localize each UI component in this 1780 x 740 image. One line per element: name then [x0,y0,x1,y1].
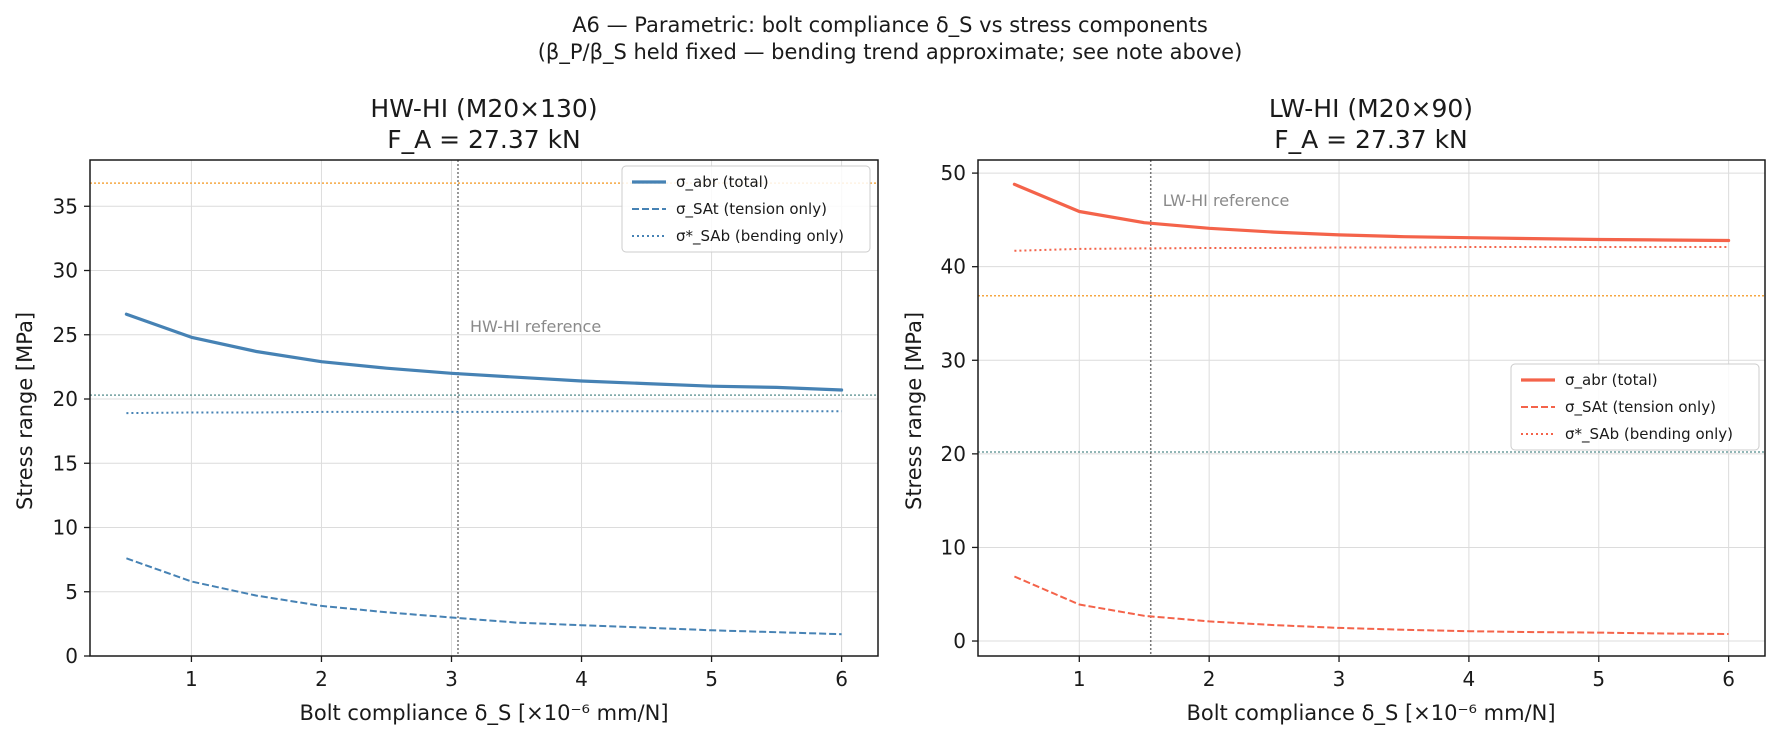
x-tick-label: 3 [445,667,458,691]
x-tick-label: 5 [1592,667,1605,691]
y-tick-label: 5 [65,580,78,604]
legend-box [621,165,871,253]
legend-label: σ_SAt (tension only) [1565,398,1716,417]
y-tick-label: 30 [53,259,78,283]
reference-label: LW-HI reference [1163,191,1290,210]
reference-label: HW-HI reference [470,317,601,336]
plot-area: HW-HI reference 1 2 3 4 5 6 0 5 10 15 20 25 30 35 σ_abr… [53,159,879,691]
legend-label: σ*_SAb (bending only) [1565,425,1733,444]
y-tick-label: 15 [53,451,78,475]
chart-title-line2: F_A = 27.37 kN [387,125,581,154]
x-tick-label: 6 [1722,667,1735,691]
figure-suptitle-line1: A6 — Parametric: bolt compliance δ_S vs … [572,13,1208,38]
x-tick-label: 6 [835,667,848,691]
y-tick-label: 0 [65,644,78,668]
series-line [126,557,842,636]
y-tick-label: 20 [53,387,78,411]
axes-frame [977,159,1766,657]
y-tick-label: 25 [53,323,78,347]
series-line [124,312,844,392]
y-tick-label: 10 [53,516,78,540]
y-tick-label: 10 [941,535,966,559]
x-tick-label: 3 [1333,667,1346,691]
series-line [1012,182,1731,243]
legend-label: σ_abr (total) [1565,371,1658,390]
x-tick-label: 2 [1203,667,1216,691]
chart-title-line1: LW-HI (M20×90) [1269,94,1473,123]
x-tick-label: 1 [1073,667,1086,691]
axes-frame [89,159,879,657]
chart-title-line1: HW-HI (M20×130) [370,94,597,123]
y-tick-label: 0 [953,629,966,653]
y-tick-label: 20 [941,442,966,466]
chart-panel-right: LW-HI (M20×90) F_A = 27.37 kN Bolt compl… [902,94,1766,726]
legend-box [1510,363,1760,451]
chart-title-line2: F_A = 27.37 kN [1274,125,1468,154]
y-axis-label: Stress range [MPa] [13,312,37,510]
x-tick-label: 1 [185,667,198,691]
x-axis-label: Bolt compliance δ_S [×10⁻⁶ mm/N] [299,701,668,726]
y-tick-label: 35 [53,194,78,218]
y-tick-label: 40 [941,255,966,279]
series-line [126,410,842,415]
x-tick-label: 2 [315,667,328,691]
series-line [1014,246,1729,252]
chart-panel-left: HW-HI (M20×130) F_A = 27.37 kN Bolt comp… [13,94,879,726]
x-tick-label: 4 [1463,667,1476,691]
x-tick-label: 4 [575,667,588,691]
legend-label: σ_SAt (tension only) [676,200,827,219]
x-tick-label: 5 [705,667,718,691]
x-axis-label: Bolt compliance δ_S [×10⁻⁶ mm/N] [1186,701,1555,726]
figure-suptitle-line2: (β_P/β_S held fixed — bending trend appr… [538,40,1243,65]
series-line [1014,575,1729,635]
y-tick-label: 30 [941,348,966,372]
legend-label: σ*_SAb (bending only) [676,227,844,246]
legend-label: σ_abr (total) [676,173,769,192]
y-tick-label: 50 [941,161,966,185]
plot-area: LW-HI reference 1 2 3 4 5 6 0 10 20 30 40 50 σ_abr (t… [941,159,1766,691]
y-axis-label: Stress range [MPa] [902,312,926,510]
